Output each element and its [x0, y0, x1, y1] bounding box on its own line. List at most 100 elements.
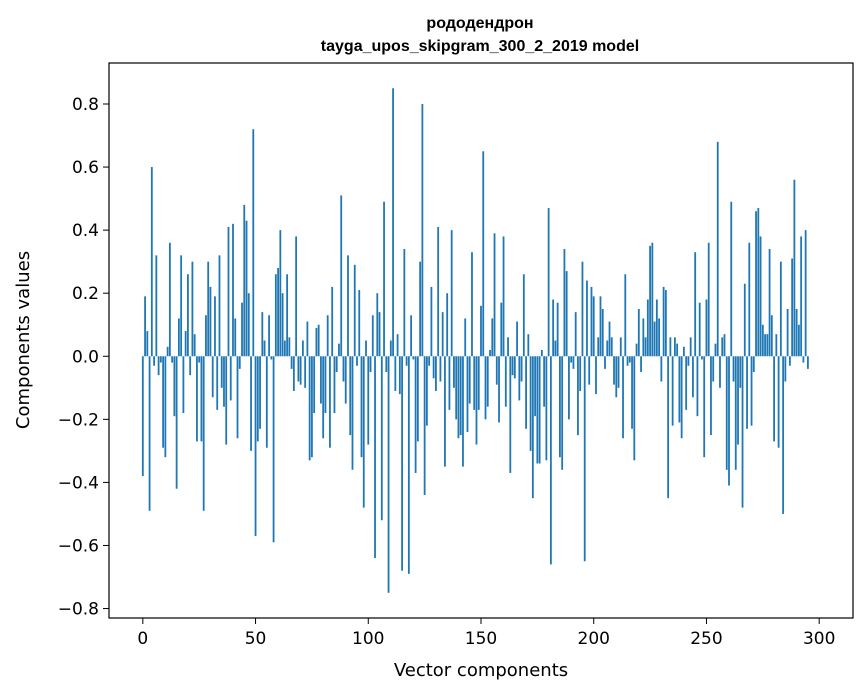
bar — [252, 129, 255, 357]
bar — [662, 286, 665, 357]
bar — [254, 356, 257, 537]
bar — [441, 312, 444, 357]
bar — [468, 356, 471, 404]
bar — [220, 356, 223, 388]
bar — [272, 356, 275, 543]
bar — [588, 356, 591, 385]
y-tick-label: 0.2 — [72, 284, 99, 304]
bar — [430, 286, 433, 357]
bar — [743, 283, 746, 357]
bar — [374, 356, 376, 559]
bar — [712, 356, 715, 382]
bar — [793, 179, 796, 357]
bar — [637, 308, 640, 357]
bar — [615, 356, 618, 398]
bar — [622, 356, 624, 439]
bar — [297, 356, 300, 382]
bar — [435, 356, 437, 391]
bar — [218, 255, 221, 357]
bar — [543, 356, 546, 407]
bar — [247, 293, 250, 357]
bar — [403, 249, 406, 357]
bar — [279, 230, 282, 357]
x-tick-label: 250 — [690, 629, 722, 649]
bar — [730, 201, 733, 357]
bar — [586, 280, 588, 357]
bar — [362, 356, 365, 508]
bar — [329, 356, 331, 448]
bar — [277, 267, 279, 357]
bar — [559, 356, 561, 458]
bar — [180, 255, 183, 357]
bar — [705, 299, 708, 357]
bar — [401, 356, 403, 571]
bar — [480, 305, 482, 357]
bar — [538, 356, 541, 464]
x-tick-label: 100 — [352, 629, 384, 649]
bar — [187, 274, 189, 357]
bar — [299, 356, 302, 385]
bar — [295, 236, 298, 357]
x-axis-ticks: 0 50 100 150 200 250 300 — [137, 618, 835, 649]
bar — [531, 356, 534, 499]
bar — [628, 356, 631, 363]
bar — [572, 356, 575, 369]
bar — [592, 296, 595, 357]
bar — [504, 356, 507, 407]
y-tick-label: −0.6 — [58, 536, 99, 556]
bar — [367, 356, 370, 445]
bar — [410, 315, 413, 357]
bar — [342, 356, 345, 382]
bar — [223, 356, 225, 407]
bar — [444, 356, 446, 467]
bar — [797, 324, 800, 357]
bar — [189, 356, 192, 376]
bar — [764, 334, 766, 357]
bar — [232, 223, 234, 357]
bar — [322, 356, 325, 439]
bar — [268, 315, 270, 357]
bar — [347, 255, 349, 357]
bar — [306, 321, 309, 357]
bar — [389, 340, 392, 357]
bar — [263, 340, 266, 357]
bar — [344, 356, 347, 404]
bar — [680, 356, 683, 439]
bar — [613, 356, 615, 385]
bar — [525, 356, 527, 429]
bar — [416, 356, 419, 442]
bar — [313, 356, 316, 414]
bar — [683, 346, 685, 357]
bar — [146, 331, 149, 357]
bar — [292, 356, 295, 391]
bar — [274, 274, 277, 357]
bar — [473, 356, 476, 410]
bar — [200, 356, 203, 442]
bar — [786, 308, 789, 357]
bar — [489, 349, 491, 357]
x-tick-label: 0 — [137, 629, 148, 649]
bar — [522, 274, 525, 357]
bar — [245, 220, 248, 357]
bar — [534, 356, 537, 417]
bar — [202, 356, 205, 511]
bar — [723, 334, 726, 357]
bar — [150, 167, 153, 357]
bar — [660, 356, 663, 382]
bar — [732, 356, 735, 382]
bar — [173, 356, 176, 417]
bar — [243, 204, 246, 357]
bar — [148, 356, 151, 511]
bar — [238, 356, 241, 369]
x-axis-label: Vector components — [394, 660, 568, 681]
bar — [398, 356, 401, 395]
bar — [707, 242, 710, 357]
bar — [624, 274, 627, 357]
bar — [579, 356, 582, 391]
bar — [775, 334, 778, 357]
bar — [748, 242, 751, 357]
bar — [795, 308, 798, 357]
bar — [475, 356, 478, 445]
y-tick-label: 0.4 — [72, 221, 99, 241]
bar — [685, 356, 688, 410]
